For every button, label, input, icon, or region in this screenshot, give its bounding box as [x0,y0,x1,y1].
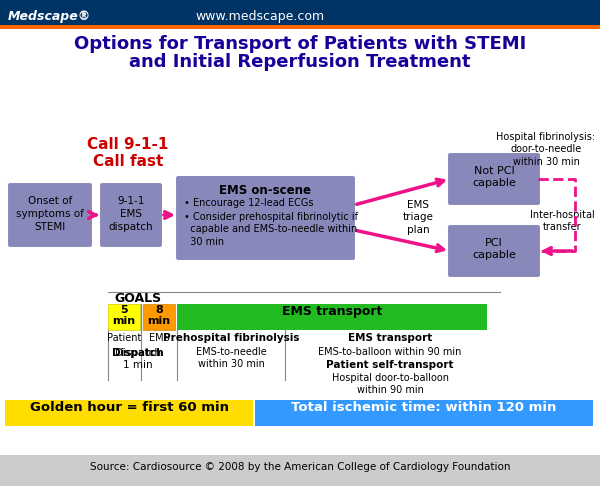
Text: Patient self-transport: Patient self-transport [326,360,454,370]
Bar [177,304,487,330]
Text: • Consider prehospital fibrinolytic if
  capable and EMS-to-needle within
  30 m: • Consider prehospital fibrinolytic if c… [184,212,358,247]
Bar [255,400,593,426]
FancyBboxPatch shape [447,152,541,206]
Bar [0,455,600,486]
FancyBboxPatch shape [175,175,356,261]
Text: and Initial Reperfusion Treatment: and Initial Reperfusion Treatment [129,53,471,71]
Text: EMS: EMS [149,333,169,343]
Text: EMS-to-needle
within 30 min: EMS-to-needle within 30 min [196,347,266,369]
Text: Dispatch
1 min: Dispatch 1 min [115,348,161,369]
Text: Golden hour = first 60 min: Golden hour = first 60 min [29,401,229,414]
Text: Prehospital fibrinolysis: Prehospital fibrinolysis [163,333,299,343]
Text: Options for Transport of Patients with STEMI: Options for Transport of Patients with S… [74,35,526,53]
Bar [108,304,140,330]
Text: EMS
triage
plan: EMS triage plan [403,200,433,235]
Text: Dispatch: Dispatch [112,348,164,358]
Bar [143,304,175,330]
Bar [5,400,253,426]
Text: 9-1-1
EMS
dispatch: 9-1-1 EMS dispatch [109,196,154,232]
Bar [0,25,600,29]
Text: Source: Cardiosource © 2008 by the American College of Cardiology Foundation: Source: Cardiosource © 2008 by the Ameri… [90,462,510,472]
FancyBboxPatch shape [99,182,163,248]
Text: EMS on-scene: EMS on-scene [219,184,311,197]
Text: 5
min: 5 min [112,305,136,326]
Text: Medscape®: Medscape® [8,11,91,23]
Text: Hospital fibrinolysis:
door-to-needle
within 30 min: Hospital fibrinolysis: door-to-needle wi… [496,132,596,167]
Text: Onset of
symptoms of
STEMI: Onset of symptoms of STEMI [16,196,84,232]
Text: Call 9-1-1
Call fast: Call 9-1-1 Call fast [88,137,169,170]
Text: 8
min: 8 min [148,305,170,326]
Text: Patient: Patient [107,333,141,343]
Text: EMS transport: EMS transport [348,333,432,343]
FancyBboxPatch shape [7,182,93,248]
Bar [0,0,600,25]
Text: PCI
capable: PCI capable [472,238,516,260]
Text: EMS transport: EMS transport [282,305,382,318]
Text: Not PCI
capable: Not PCI capable [472,166,516,189]
FancyBboxPatch shape [447,224,541,278]
Text: Total ischemic time: within 120 min: Total ischemic time: within 120 min [292,401,557,414]
Text: www.medscape.com: www.medscape.com [195,11,324,23]
Text: • Encourage 12-lead ECGs: • Encourage 12-lead ECGs [184,198,314,208]
Text: Inter-hospital
transfer: Inter-hospital transfer [530,210,595,232]
Text: EMS-to-balloon within 90 min: EMS-to-balloon within 90 min [319,347,461,357]
Text: GOALS: GOALS [115,292,161,305]
Text: Hospital door-to-balloon
within 90 min: Hospital door-to-balloon within 90 min [331,373,449,396]
